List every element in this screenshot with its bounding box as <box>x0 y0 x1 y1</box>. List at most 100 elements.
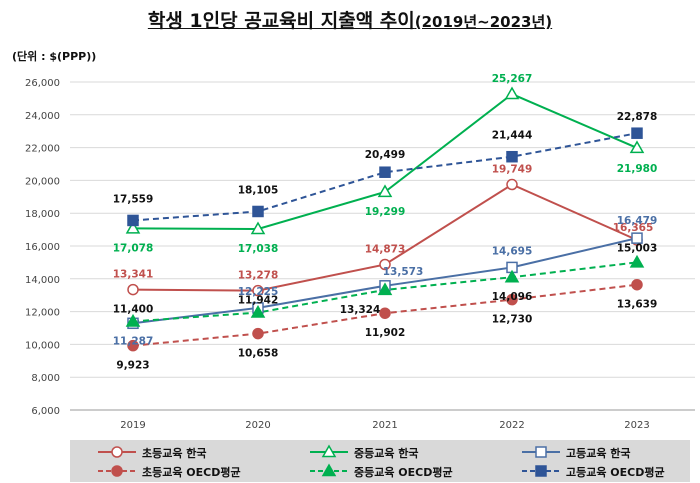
data-point <box>125 220 141 234</box>
data-point <box>631 127 643 139</box>
data-label: 21,980 <box>617 163 658 175</box>
data-labels: 13,341 13,278 14,873 19,749 16,365 17,078 17,0… <box>113 73 658 372</box>
y-tick-label: 20,000 <box>25 176 60 187</box>
data-label: 11,287 <box>113 335 154 347</box>
legend-swatch <box>310 463 348 477</box>
x-tick-label: 2020 <box>245 420 270 431</box>
data-point <box>631 278 643 291</box>
data-label: 17,559 <box>113 193 154 205</box>
y-tick-label: 6,000 <box>31 406 60 417</box>
data-point <box>125 313 141 327</box>
data-label: 18,105 <box>238 184 279 196</box>
legend-swatch <box>522 465 560 477</box>
data-label: 11,400 <box>113 303 154 315</box>
data-point <box>127 283 139 296</box>
data-label: 12,225 <box>238 286 279 298</box>
legend-label: 중등교육 한국 <box>354 447 419 460</box>
y-tick-label: 18,000 <box>25 209 60 220</box>
data-point <box>504 86 520 100</box>
legend-marker <box>111 446 123 458</box>
data-label: 20,499 <box>365 149 406 161</box>
legend-label: 고등교육 한국 <box>566 447 631 460</box>
unit-label: (단위 : $(PPP)) <box>12 50 97 63</box>
y-tick-label: 12,000 <box>25 308 60 319</box>
line-chart: 6,000 8,000 10,000 12,000 14,000 16,000 18,000… <box>25 73 695 431</box>
data-label: 13,324 <box>340 304 381 316</box>
y-tick-label: 8,000 <box>31 373 60 384</box>
data-point <box>379 166 391 178</box>
data-label: 14,873 <box>365 243 406 255</box>
data-point <box>506 150 518 163</box>
data-label: 9,923 <box>116 360 149 372</box>
data-point <box>252 205 264 218</box>
x-tick-label: 2019 <box>120 420 145 431</box>
data-label: 17,038 <box>238 243 279 255</box>
data-point <box>252 284 264 297</box>
data-point <box>506 178 518 191</box>
legend-swatch <box>522 446 560 458</box>
data-label: 22,878 <box>617 111 658 123</box>
data-point <box>250 221 266 235</box>
legend-label: 초등교육 OECD평균 <box>142 466 241 479</box>
chart-title-years: (2019년~2023년) <box>414 13 553 31</box>
x-tick-label: 2022 <box>499 420 524 431</box>
y-tick-label: 24,000 <box>25 111 60 122</box>
data-point <box>629 254 645 268</box>
chart-title-main: 학생 1인당 공교육비 지출액 추이 <box>147 10 415 32</box>
data-point <box>631 232 643 244</box>
y-tick-label: 14,000 <box>25 275 60 286</box>
data-point <box>252 327 264 340</box>
data-label: 13,278 <box>238 270 279 282</box>
data-point <box>506 293 518 306</box>
data-label: 16,365 <box>613 222 654 234</box>
y-tick-label: 10,000 <box>25 340 60 351</box>
y-axis-ticks: 6,000 8,000 10,000 12,000 14,000 16,000 18,000… <box>25 78 60 417</box>
data-label: 13,639 <box>617 299 658 311</box>
data-label: 11,942 <box>238 295 279 307</box>
data-label: 11,902 <box>365 327 406 339</box>
data-label: 16,479 <box>617 215 658 227</box>
legend-marker <box>535 465 547 477</box>
legend-marker <box>111 465 123 477</box>
legend-marker <box>321 444 337 458</box>
data-label: 17,078 <box>113 242 154 254</box>
legend-label: 초등교육 한국 <box>142 447 207 460</box>
series-markers <box>125 86 645 352</box>
data-label: 12,730 <box>492 314 533 326</box>
data-label: 19,749 <box>492 164 533 176</box>
legend-label: 고등교육 OECD평균 <box>566 466 665 479</box>
legend-marker <box>535 446 547 458</box>
legend-swatch <box>98 465 136 477</box>
x-axis-ticks: 2019 2020 2021 2022 2023 <box>120 420 649 431</box>
data-label: 21,444 <box>492 130 533 142</box>
grid-lines <box>70 81 695 411</box>
data-label: 13,341 <box>113 269 154 281</box>
data-label: 19,299 <box>365 206 406 218</box>
y-tick-label: 26,000 <box>25 78 60 89</box>
x-tick-label: 2023 <box>624 420 649 431</box>
series-line <box>132 132 638 222</box>
data-label: 14,096 <box>492 291 533 303</box>
y-tick-label: 16,000 <box>25 242 60 253</box>
legend-label: 중등교육 OECD평균 <box>354 466 453 479</box>
data-point <box>250 305 266 318</box>
data-label: 14,695 <box>492 245 533 257</box>
x-tick-label: 2021 <box>372 420 397 431</box>
legend-swatch <box>98 446 136 458</box>
chart-title: 학생 1인당 공교육비 지출액 추이(2019년~2023년) <box>0 6 700 33</box>
legend-swatch <box>310 444 348 458</box>
data-point <box>377 282 393 296</box>
data-label: 15,003 <box>617 242 658 254</box>
data-point <box>377 184 393 198</box>
y-tick-label: 22,000 <box>25 144 60 155</box>
data-label: 13,573 <box>383 266 424 278</box>
legend-marker <box>321 463 337 477</box>
data-point <box>127 214 139 227</box>
data-point <box>127 339 139 352</box>
data-point <box>379 258 391 271</box>
data-point <box>504 269 520 283</box>
data-point <box>629 140 645 154</box>
data-point <box>379 307 391 319</box>
data-label: 10,658 <box>238 348 279 360</box>
